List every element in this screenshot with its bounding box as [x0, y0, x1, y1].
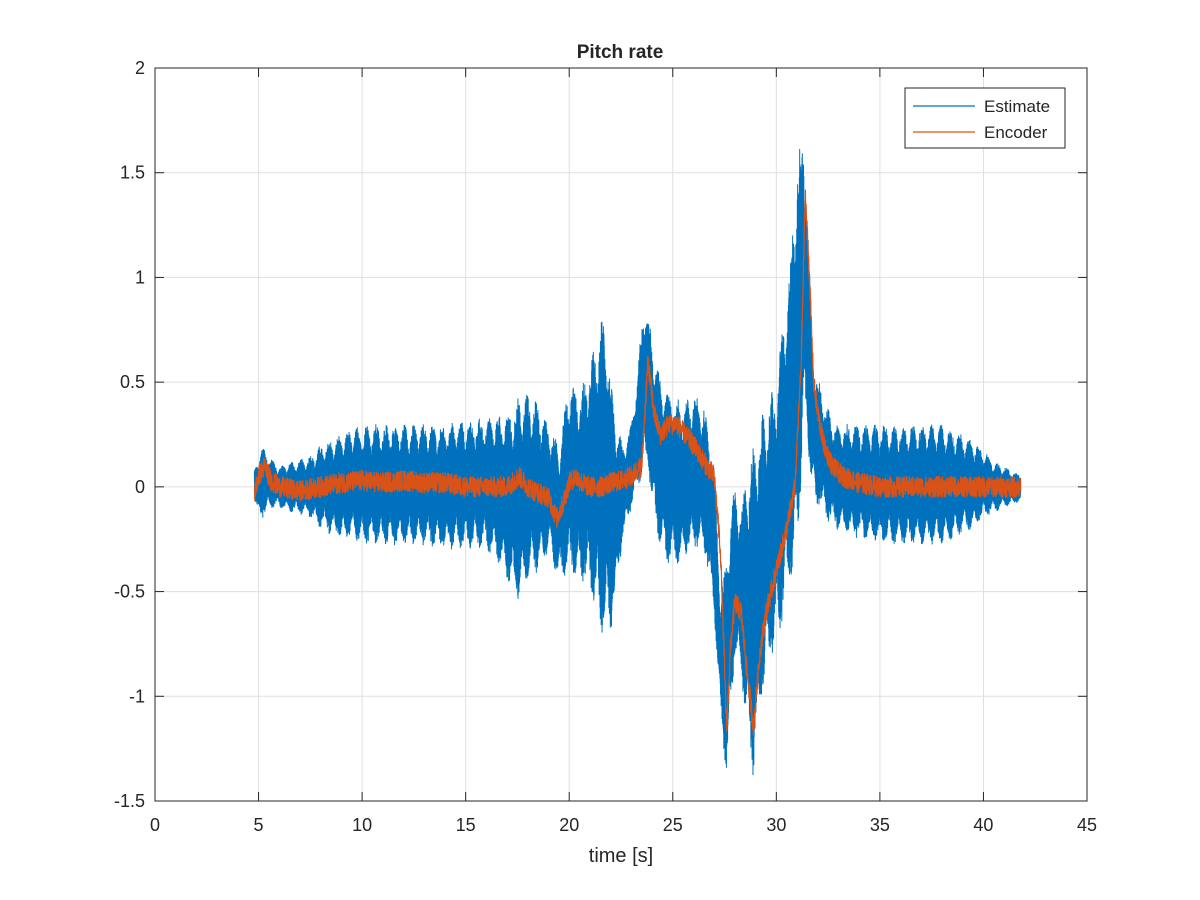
x-tick-label: 0 [150, 815, 160, 835]
y-tick-label: 2 [135, 58, 145, 78]
y-tick-label: -1.5 [114, 791, 145, 811]
legend: Estimate Encoder [904, 87, 1066, 149]
legend-label-estimate: Estimate [984, 97, 1050, 116]
axes-background [155, 68, 1087, 801]
chart-title: Pitch rate [577, 42, 664, 63]
legend-label-encoder: Encoder [984, 123, 1048, 142]
x-tick-label: 10 [352, 815, 372, 835]
plot-area [253, 148, 1022, 776]
x-tick-label: 15 [456, 815, 476, 835]
y-tick-label: -1 [129, 686, 145, 706]
y-tick-label: -0.5 [114, 582, 145, 602]
encoder-series-line [253, 189, 1022, 736]
x-tick-label: 45 [1077, 815, 1097, 835]
x-tick-label: 25 [663, 815, 683, 835]
x-tick-label: 5 [254, 815, 264, 835]
x-axis-label: time [s] [589, 845, 653, 867]
y-tick-label: 1.5 [120, 163, 145, 183]
axis-ticks: 0 5 10 15 20 25 30 35 40 45 -1.5 -1 -0.5 0 0.5 1 1.5 2 [114, 58, 1097, 835]
legend-box [904, 87, 1066, 149]
x-tick-label: 20 [559, 815, 579, 835]
x-tick-label: 30 [766, 815, 786, 835]
y-tick-label: 0 [135, 477, 145, 497]
axes-box [154, 67, 1088, 802]
x-tick-label: 35 [870, 815, 890, 835]
y-tick-label: 0.5 [120, 372, 145, 392]
estimate-series-line [253, 148, 1022, 776]
x-tick-label: 40 [973, 815, 993, 835]
y-tick-label: 1 [135, 267, 145, 287]
